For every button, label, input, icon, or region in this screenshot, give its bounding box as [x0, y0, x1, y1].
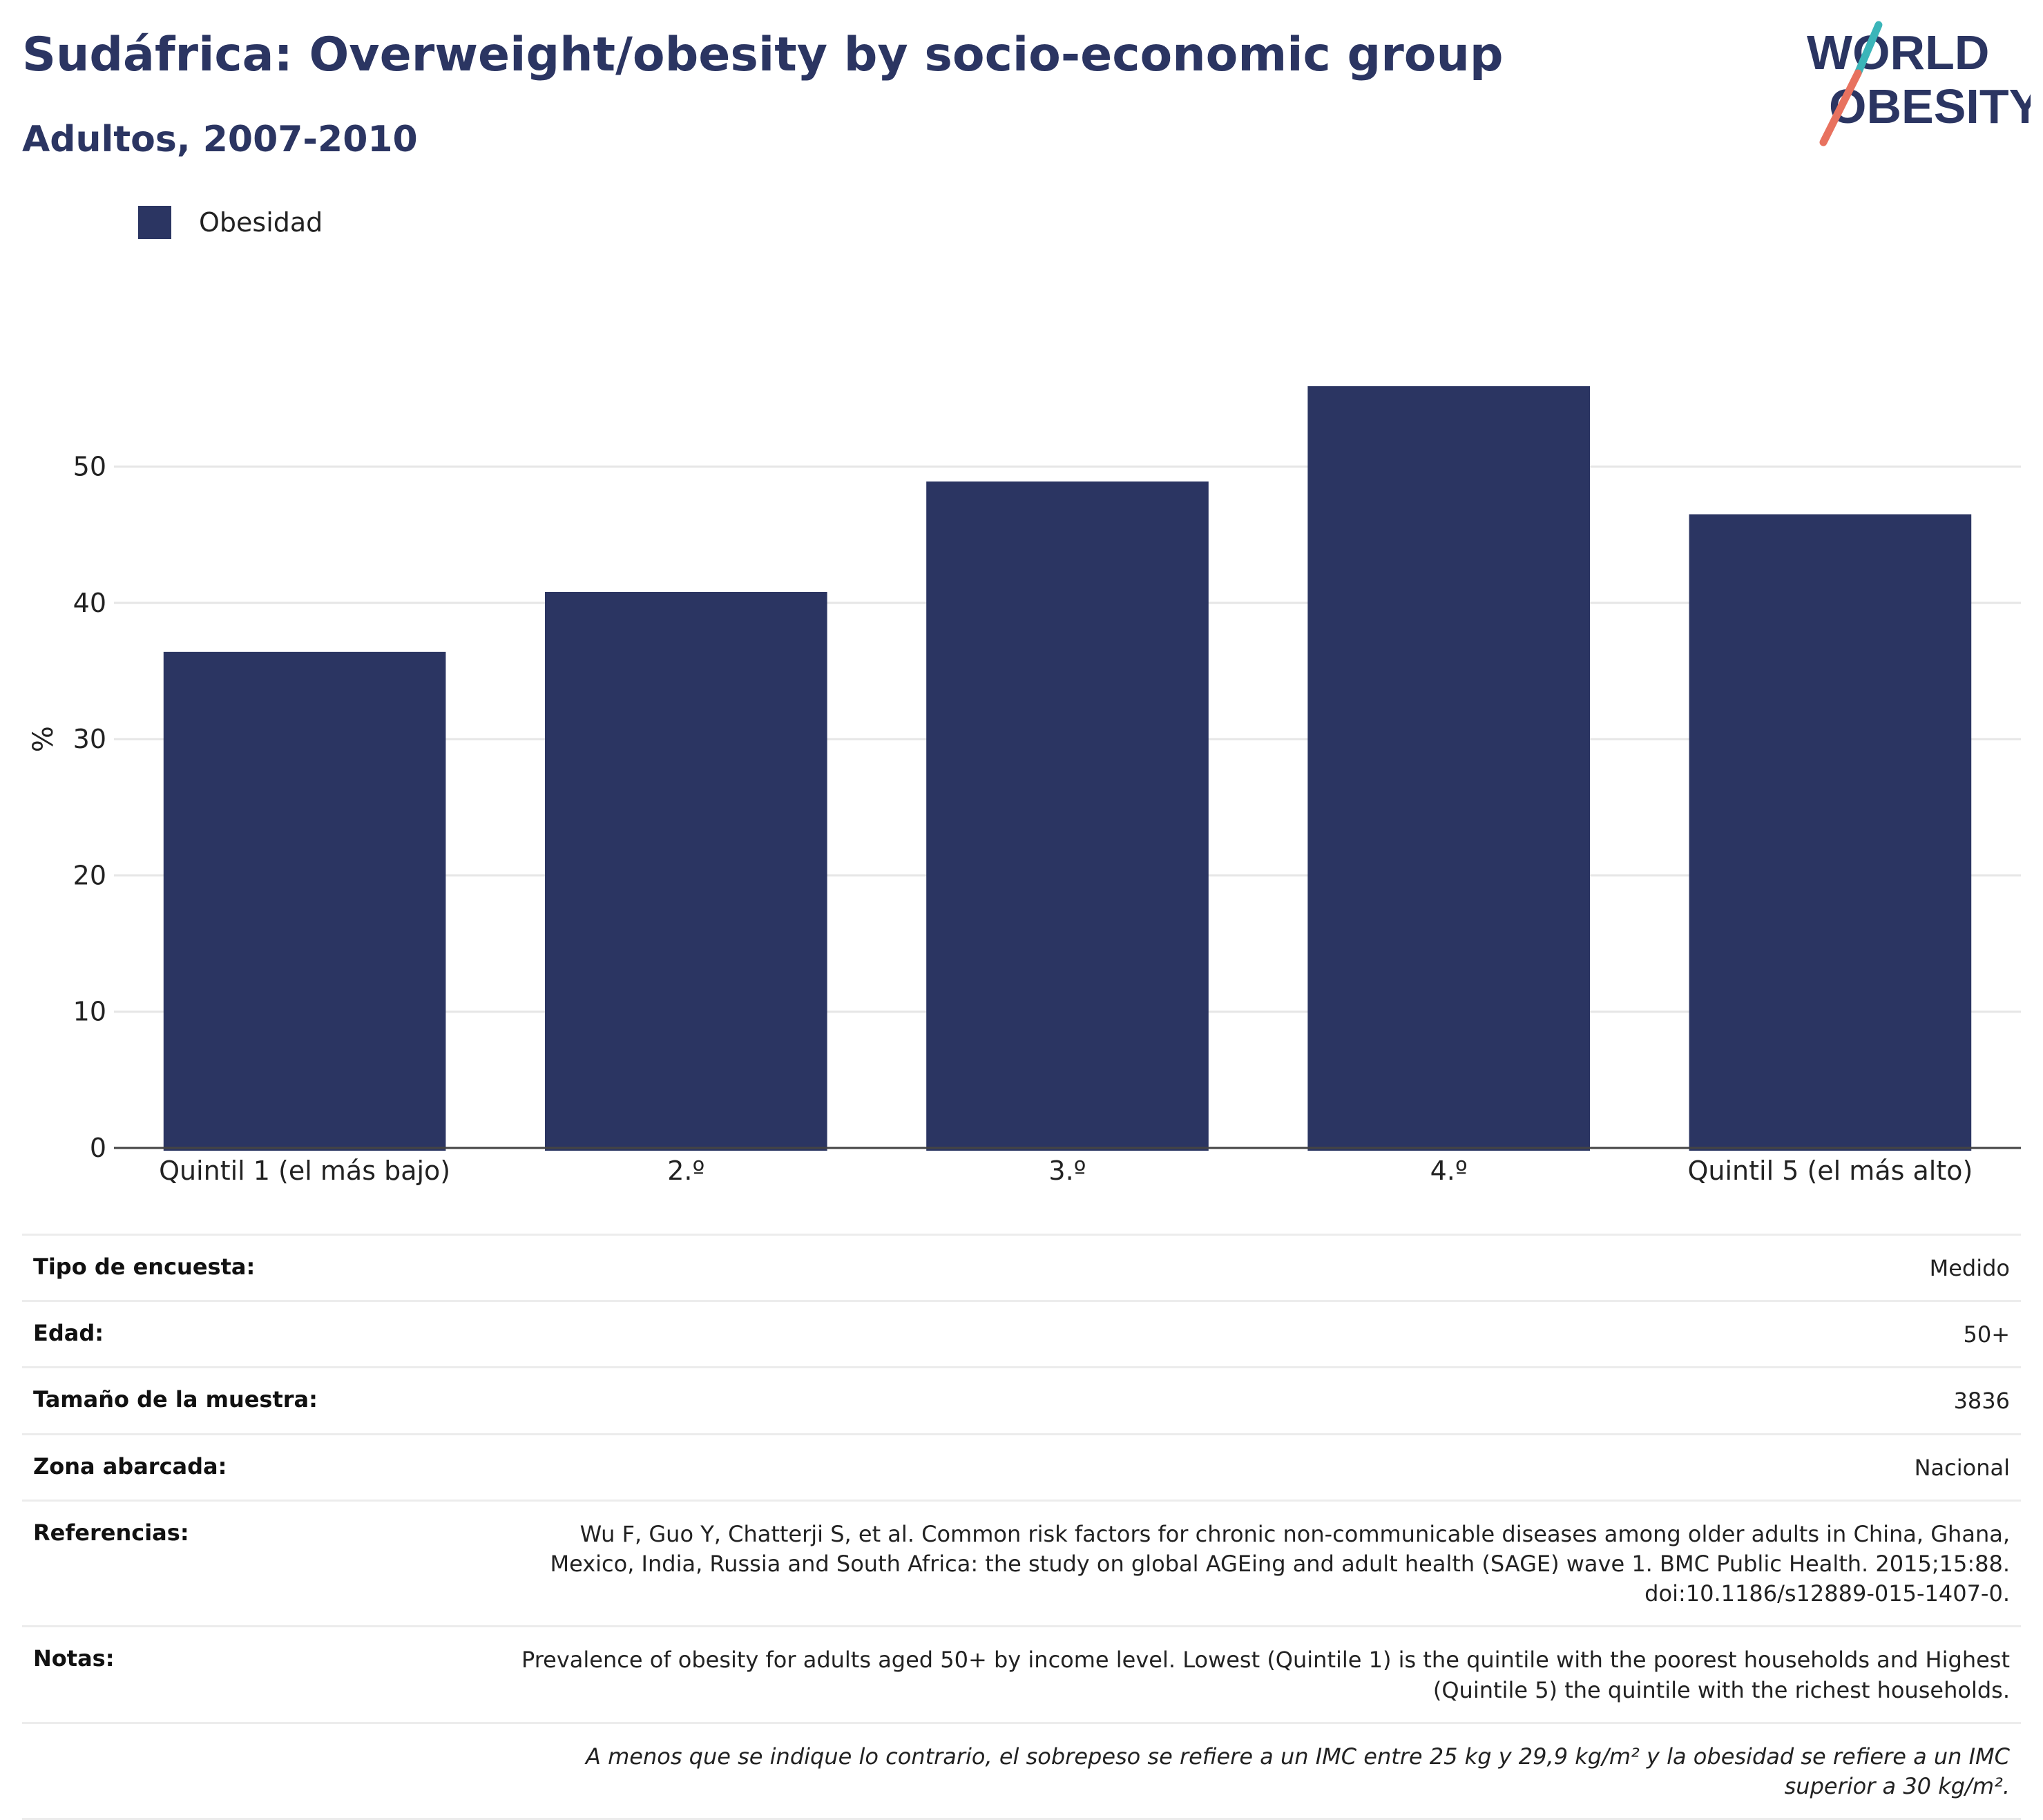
info-row-references: Referencias: Wu F, Guo Y, Chatterji S, e…	[22, 1499, 2021, 1626]
logo-coral-slash	[1819, 69, 1862, 146]
y-tick-label: 10	[73, 997, 106, 1027]
info-value: Nacional	[1914, 1454, 2010, 1481]
x-tick-label: 2.º	[667, 1156, 704, 1186]
page-title: Sudáfrica: Overweight/obesity by socio-e…	[22, 28, 1504, 82]
y-tick-label: 50	[73, 452, 106, 482]
bar	[1307, 386, 1591, 1151]
info-value: Prevalence of obesity for adults aged 50…	[521, 1647, 2010, 1703]
y-tick-label: 40	[73, 588, 106, 618]
info-label: Referencias:	[33, 1519, 189, 1546]
y-tick-label: 0	[90, 1133, 106, 1163]
info-row-sample-size: Tamaño de la muestra: 3836	[22, 1366, 2021, 1433]
bar-chart: 0 10 20 30 40 50% Quintil 1 (el más bajo) 2.º 3.…	[28, 386, 2021, 1186]
info-row-age: Edad: 50+	[22, 1300, 2021, 1366]
info-label: Zona abarcada:	[33, 1453, 227, 1479]
x-tick-label: 3.º	[1048, 1156, 1086, 1186]
info-row-notes: Notas: Prevalence of obesity for adults …	[22, 1625, 2021, 1721]
bar	[544, 592, 827, 1151]
logo-word-1: WORLD	[1807, 26, 1989, 79]
legend[interactable]: Obesidad	[138, 206, 323, 239]
info-label: Edad:	[33, 1320, 104, 1347]
bar	[1689, 514, 1972, 1151]
info-footnote: A menos que se indique lo contrario, el …	[586, 1743, 2010, 1799]
info-value: Medido	[1929, 1255, 2010, 1281]
info-label: Notas:	[33, 1645, 115, 1672]
x-tick-label: 4.º	[1430, 1156, 1468, 1186]
bar	[926, 481, 1209, 1151]
y-tick-label: 20	[73, 860, 106, 890]
info-footnote-row: A menos que se indique lo contrario, el …	[22, 1721, 2021, 1820]
info-row-area: Zona abarcada: Nacional	[22, 1433, 2021, 1500]
logo-word-2: OBESITY	[1829, 79, 2031, 133]
info-value: 50+	[1963, 1321, 2010, 1348]
world-obesity-logo: WORLD OBESITY	[1807, 21, 2031, 146]
info-label: Tipo de encuesta:	[33, 1254, 256, 1280]
info-value: Wu F, Guo Y, Chatterji S, et al. Common …	[550, 1520, 2010, 1607]
info-table: Tipo de encuesta: Medido Edad: 50+ Tamañ…	[22, 1234, 2021, 1820]
info-row-survey-type: Tipo de encuesta: Medido	[22, 1234, 2021, 1300]
y-tick-label: 30	[73, 724, 106, 754]
x-tick-label: Quintil 1 (el más bajo)	[159, 1156, 450, 1186]
legend-label: Obesidad	[199, 207, 323, 238]
logo-teal-slash	[1854, 21, 1883, 77]
info-label: Tamaño de la muestra:	[33, 1386, 318, 1413]
info-value: 3836	[1953, 1388, 2010, 1415]
bar	[163, 651, 446, 1151]
y-axis-label: %	[28, 726, 59, 752]
legend-swatch	[138, 206, 171, 239]
page-subtitle: Adultos, 2007-2010	[22, 119, 418, 160]
x-tick-label: Quintil 5 (el más alto)	[1687, 1156, 1973, 1186]
